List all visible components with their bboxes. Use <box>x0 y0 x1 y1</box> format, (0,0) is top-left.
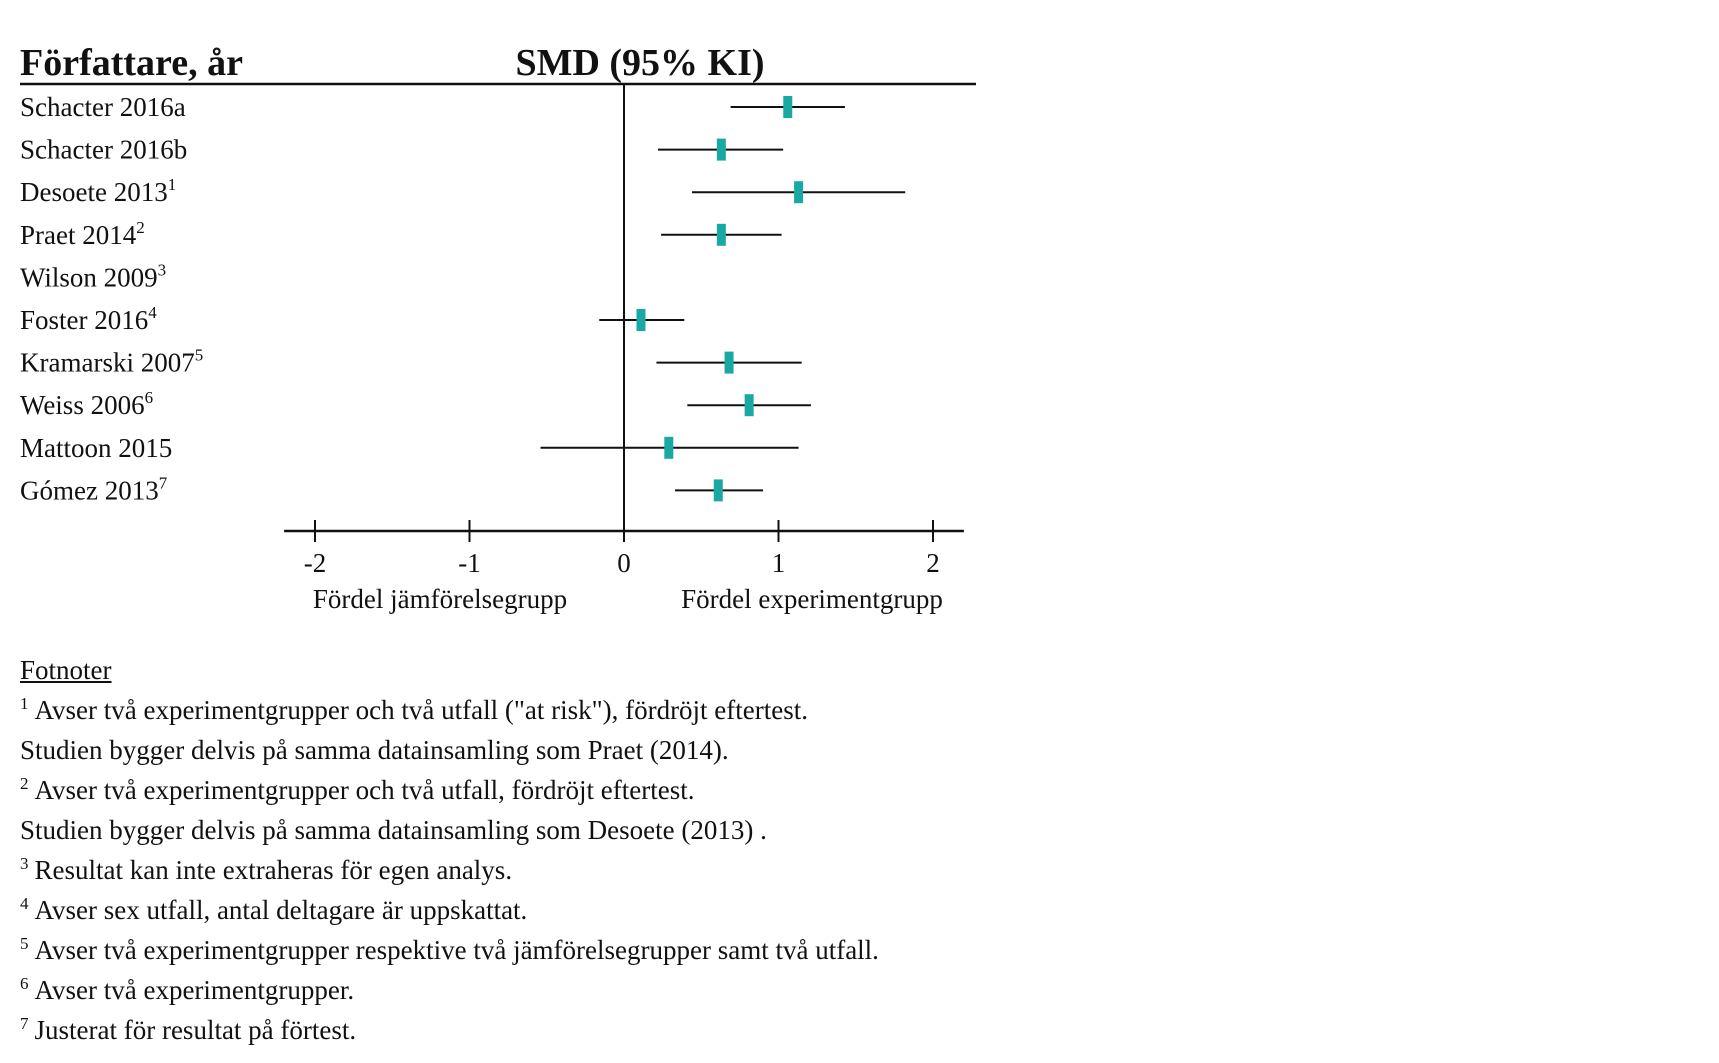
footnote-number: 5 <box>20 934 29 953</box>
footnote-number: 1 <box>20 694 29 713</box>
footnote-text: Avser två experimentgrupper och två utfa… <box>34 775 695 805</box>
footnote-text: Studien bygger delvis på samma datainsam… <box>20 735 729 765</box>
study-name: Praet 2014 <box>20 220 137 250</box>
x-tick-label: -1 <box>458 548 481 578</box>
study-label: Schacter 2016b <box>20 135 187 165</box>
effect-marker <box>636 309 646 331</box>
study-label: Foster 20164 <box>20 303 157 335</box>
forest-plot: Författare, år SMD (95% KI) Schacter 201… <box>20 42 976 614</box>
study-label: Weiss 20066 <box>20 388 153 420</box>
effect-marker <box>716 138 726 161</box>
footnote-text: Resultat kan inte extraheras för egen an… <box>34 855 513 885</box>
footnote-line: Studien bygger delvis på samma datainsam… <box>20 810 1420 850</box>
x-tick-label: -2 <box>304 548 327 578</box>
effect-marker <box>716 223 726 246</box>
study-name: Foster 2016 <box>20 305 148 335</box>
footnote-text: Avser två experimentgrupper och två utfa… <box>34 695 809 725</box>
study-name: Mattoon 2015 <box>20 433 172 463</box>
footnotes: Fotnoter 1 Avser två experimentgrupper oc… <box>20 650 1420 1050</box>
footnote-line: 6 Avser två experimentgrupper. <box>20 970 1420 1010</box>
footnote-text: Justerat för resultat på förtest. <box>34 1015 357 1045</box>
study-label: Gómez 20137 <box>20 473 168 505</box>
effect-marker <box>794 181 804 204</box>
footnote-marker: 7 <box>159 473 168 492</box>
footnote-line: Studien bygger delvis på samma datainsam… <box>20 730 1420 770</box>
footnote-line: 7 Justerat för resultat på förtest. <box>20 1010 1420 1050</box>
footnote-marker: 2 <box>136 218 145 237</box>
study-name: Schacter 2016a <box>20 92 186 122</box>
footnote-marker: 5 <box>195 346 204 365</box>
study-rows: Schacter 2016a Schacter 2016b Desoete 2013… <box>20 84 906 529</box>
footnote-text: Avser två experimentgrupper. <box>34 975 355 1005</box>
footnote-marker: 4 <box>148 303 157 322</box>
footnote-number: 4 <box>20 894 29 913</box>
footnote-line: 4 Avser sex utfall, antal deltagare är up… <box>20 890 1420 930</box>
left-direction-label: Fördel jämförelsegrupp <box>313 584 567 614</box>
effect-marker <box>783 96 793 118</box>
x-tick-label: 1 <box>772 548 786 578</box>
study-label: Wilson 20093 <box>20 260 166 292</box>
footnote-number: 3 <box>20 854 29 873</box>
study-name: Wilson 2009 <box>20 262 158 292</box>
x-tick-label: 0 <box>617 548 631 578</box>
right-direction-label: Fördel experimentgrupp <box>681 584 943 614</box>
effect-marker <box>713 479 723 502</box>
study-label: Mattoon 2015 <box>20 433 172 463</box>
footnote-text: Avser sex utfall, antal deltagare är upp… <box>34 895 528 925</box>
study-name: Kramarski 2007 <box>20 348 195 378</box>
study-name: Weiss 2006 <box>20 390 145 420</box>
study-label: Kramarski 20075 <box>20 346 203 378</box>
study-name: Desoete 2013 <box>20 177 168 207</box>
x-tick-label: 2 <box>926 548 940 578</box>
footnote-text: Studien bygger delvis på samma datainsam… <box>20 815 767 845</box>
study-label: Desoete 20131 <box>20 175 176 207</box>
study-name: Schacter 2016b <box>20 135 187 165</box>
footnote-marker: 3 <box>158 260 167 279</box>
footnote-number: 7 <box>20 1014 29 1033</box>
footnote-marker: 1 <box>168 175 177 194</box>
footnote-lines: 1 Avser två experimentgrupper och två utf… <box>20 690 1420 1050</box>
effect-marker <box>724 351 734 374</box>
footnote-line: 1 Avser två experimentgrupper och två utf… <box>20 690 1420 730</box>
study-label: Praet 20142 <box>20 218 145 250</box>
study-name: Gómez 2013 <box>20 475 159 505</box>
effect-marker <box>744 394 754 417</box>
x-axis: -2 -1 0 1 2 <box>284 520 964 578</box>
footnotes-title: Fotnoter <box>20 655 112 685</box>
effect-column-header: SMD (95% KI) <box>515 42 764 84</box>
footnote-line: 2 Avser två experimentgrupper och två utf… <box>20 770 1420 810</box>
footnote-text: Avser två experimentgrupper respektive t… <box>34 935 879 965</box>
footnote-marker: 6 <box>145 388 154 407</box>
study-column-header: Författare, år <box>20 42 243 84</box>
effect-marker <box>664 436 674 459</box>
footnote-number: 2 <box>20 774 29 793</box>
study-label: Schacter 2016a <box>20 92 186 122</box>
footnote-number: 6 <box>20 974 29 993</box>
footnote-line: 3 Resultat kan inte extraheras för egen a… <box>20 850 1420 890</box>
footnote-line: 5 Avser två experimentgrupper respektive … <box>20 930 1420 970</box>
